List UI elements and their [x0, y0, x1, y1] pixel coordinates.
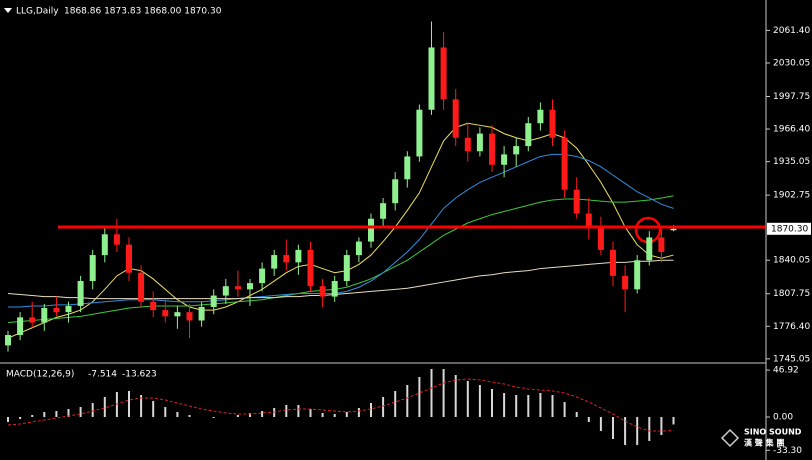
candle-body [670, 228, 677, 231]
candle-body [658, 237, 665, 252]
y-tick-label: 1840.05 [773, 256, 810, 266]
candle-body [343, 255, 350, 282]
signal-value: -13.623 [122, 370, 157, 380]
candle-body [428, 47, 435, 110]
candle-body [573, 189, 580, 214]
logo-icon [720, 428, 740, 448]
candle-body [53, 308, 60, 313]
candle-body [29, 317, 36, 323]
moving-average [7, 195, 674, 324]
menu-icon [4, 8, 12, 13]
candle-body [89, 255, 96, 282]
candle-body [331, 281, 338, 297]
current-price-box [767, 222, 811, 235]
y-tick-label: 1807.75 [773, 289, 810, 299]
candle-body [368, 218, 374, 242]
candle-body [234, 286, 241, 290]
candle-body [259, 268, 266, 284]
candle-body [150, 301, 157, 311]
candle-body [452, 99, 459, 138]
chart-title: LLG,Daily [16, 7, 59, 17]
candle-body [138, 272, 145, 302]
candle-body [101, 234, 108, 256]
candle-body [549, 109, 556, 138]
signal-line [7, 378, 674, 432]
candle-body [283, 255, 290, 263]
candle-body [41, 308, 48, 323]
macd-title: MACD(12,26,9) [6, 370, 74, 380]
candle-body [295, 249, 302, 263]
candle-body [392, 179, 399, 204]
y-tick-label: 1902.75 [773, 191, 810, 201]
candle-body [162, 310, 169, 317]
y-tick-label: 2030.05 [773, 58, 810, 68]
candle-body [222, 286, 229, 296]
candle-body [198, 306, 205, 321]
candle-body [646, 237, 653, 261]
candle-body [271, 255, 278, 269]
candle-body [513, 146, 520, 155]
y-tick-label: -33.30 [773, 446, 802, 456]
candle-body [113, 234, 120, 245]
candle-body [210, 295, 217, 307]
candle-body [634, 260, 641, 290]
candle-body [501, 154, 508, 165]
candle-body [476, 133, 483, 152]
y-tick-label: 1966.40 [773, 125, 810, 135]
candle-body [440, 47, 447, 100]
candle-body [319, 286, 326, 297]
y-tick-label: 1935.05 [773, 157, 810, 167]
candle-body [622, 275, 629, 290]
candle-body [186, 312, 193, 321]
candle-body [307, 249, 314, 287]
candle-body [489, 133, 495, 165]
current-price-label: 1870.30 [771, 224, 808, 234]
candle-body [174, 312, 181, 317]
y-tick-label: 0.00 [773, 413, 793, 423]
candle-body [561, 137, 568, 190]
candle-body [65, 305, 72, 313]
candle-body [77, 281, 84, 306]
candle-body [404, 156, 411, 180]
candle-body [380, 203, 387, 219]
candle-body [597, 227, 604, 250]
moving-average [7, 259, 674, 300]
candle-body [5, 335, 11, 346]
candle-body [355, 241, 362, 256]
y-tick-label: 1745.05 [773, 354, 810, 364]
candle-body [525, 123, 532, 147]
watermark-subtitle: 漢 聲 集 團 [744, 438, 784, 448]
candle-body [17, 317, 24, 336]
moving-average [7, 122, 674, 339]
candle-body [585, 213, 592, 228]
candle-body [416, 109, 423, 157]
candle-body [247, 283, 253, 290]
candle-body [610, 249, 616, 276]
watermark-name: SINO SOUND [744, 428, 802, 437]
ohlc-text: 1868.86 1873.83 1868.00 1870.30 [64, 7, 222, 17]
y-tick-label: 2061.40 [773, 26, 810, 36]
y-tick-label: 46.92 [773, 366, 799, 376]
candle-body [464, 137, 471, 152]
y-tick-label: 1997.75 [773, 92, 810, 102]
y-tick-label: 1776.40 [773, 322, 810, 332]
candle-body [126, 244, 132, 273]
candle-body [537, 109, 544, 124]
macd-value: -7.514 [88, 370, 117, 380]
